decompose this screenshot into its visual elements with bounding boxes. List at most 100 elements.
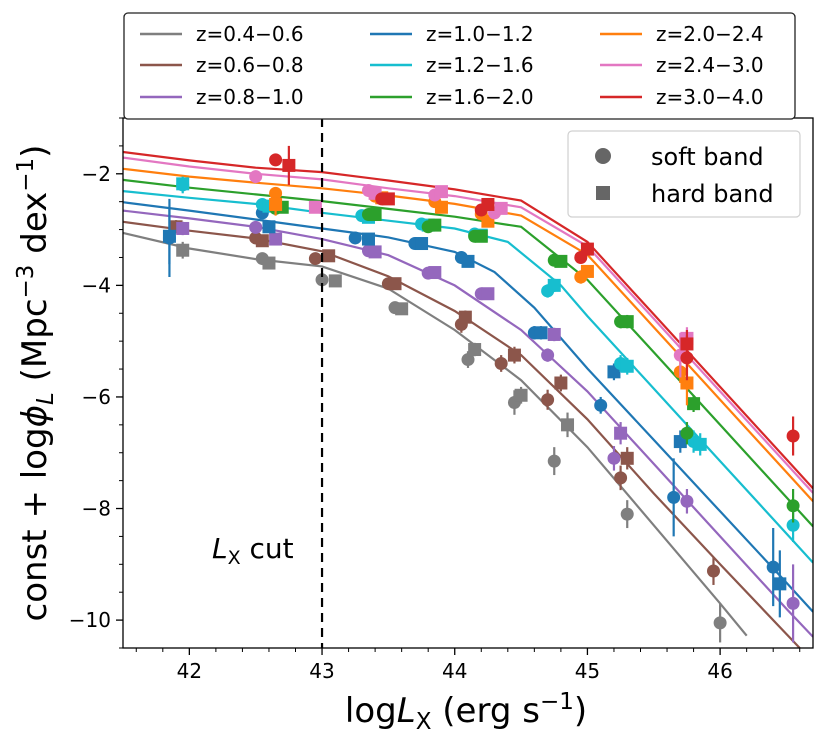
hard-point <box>458 310 472 324</box>
y-axis-title: const + logϕL (Mpc−3 dex−1) <box>13 145 59 622</box>
data-points <box>162 145 800 643</box>
soft-point <box>766 560 780 574</box>
hard-point <box>322 249 336 263</box>
soft-point <box>541 348 555 362</box>
hard-point <box>162 229 176 243</box>
hard-point <box>547 327 561 341</box>
hard-point <box>554 376 568 390</box>
hard-point <box>468 343 482 357</box>
hard-point <box>494 201 508 215</box>
soft-point <box>348 231 362 245</box>
hard-point <box>428 266 442 280</box>
hard-point <box>514 388 528 402</box>
y-tick-label: −2 <box>82 162 111 186</box>
curve-z=1.2−1.6 <box>123 190 813 564</box>
hard-point <box>481 197 495 211</box>
hard-point <box>620 359 634 373</box>
hard-point <box>481 287 495 301</box>
hard-point <box>534 326 548 340</box>
hard-point <box>773 577 787 591</box>
legend-label: z=1.0−1.2 <box>426 22 534 46</box>
soft-point <box>680 494 694 508</box>
legend-label: z=1.2−1.6 <box>426 53 534 77</box>
marker-legend-box <box>567 130 801 218</box>
legend-label: z=2.0−2.4 <box>656 22 764 46</box>
curve-z=0.8−1.0 <box>123 209 813 638</box>
soft-point <box>680 426 694 440</box>
soft-point <box>786 499 800 513</box>
soft-point <box>786 518 800 532</box>
legend-label: z=0.6−0.8 <box>196 53 304 77</box>
hard-point <box>547 278 561 292</box>
hard-point <box>474 229 488 243</box>
hard-point <box>262 256 276 270</box>
hard-point <box>368 245 382 259</box>
legend-label: z=0.8−1.0 <box>196 85 304 109</box>
hard-point <box>507 348 521 362</box>
hard-point <box>269 232 283 246</box>
x-tick-label: 46 <box>707 659 732 683</box>
hard-point <box>680 337 694 351</box>
soft-band-label: soft band <box>651 143 764 171</box>
soft-point <box>620 507 634 521</box>
hard-point <box>388 277 402 291</box>
soft-point <box>594 398 608 412</box>
soft-point <box>315 273 329 287</box>
legend-label: z=2.4−3.0 <box>656 53 764 77</box>
soft-point <box>308 252 322 266</box>
hard-point <box>255 234 269 248</box>
x-axis-title: logLX (erg s−1) <box>345 689 587 735</box>
x-axis-ticks: 42 43 44 45 46 <box>135 648 801 683</box>
hard-point <box>368 208 382 222</box>
hard-band-marker-icon <box>596 186 610 200</box>
hard-point <box>269 197 283 211</box>
x-tick-label: 42 <box>177 659 202 683</box>
hard-point <box>680 376 694 390</box>
hard-point <box>687 397 701 411</box>
soft-point <box>541 393 555 407</box>
legend-label: z=3.0−4.0 <box>656 85 764 109</box>
hard-point <box>282 158 296 172</box>
hard-point <box>328 274 342 288</box>
legend-label: z=0.4−0.6 <box>196 22 304 46</box>
curve-z=0.4−0.6 <box>123 231 748 637</box>
curve-z=3.0−4.0 <box>123 150 813 490</box>
hard-band-label: hard band <box>651 180 774 208</box>
marker-legend: soft band hard band <box>567 130 801 218</box>
hard-point <box>415 237 429 251</box>
soft-point <box>607 451 621 465</box>
lx-cut-label: LX cut <box>212 532 294 569</box>
x-tick-label: 43 <box>309 659 334 683</box>
soft-point <box>667 490 681 504</box>
soft-point <box>547 454 561 468</box>
hard-point <box>262 220 276 234</box>
hard-point <box>461 254 475 268</box>
soft-point <box>786 596 800 610</box>
x-tick-label: 44 <box>442 659 467 683</box>
y-axis-ticks: −10 −8 −6 −4 −2 <box>69 117 123 649</box>
hard-point <box>620 451 634 465</box>
hard-point <box>361 232 375 246</box>
hard-point <box>693 437 707 451</box>
soft-point <box>249 170 263 184</box>
hard-point <box>614 426 628 440</box>
curve-z=0.6−0.8 <box>123 220 801 648</box>
hard-point <box>395 302 409 316</box>
hard-point <box>580 242 594 256</box>
y-tick-label: −8 <box>82 497 111 521</box>
soft-band-marker-icon <box>595 148 611 164</box>
soft-point <box>461 353 475 367</box>
y-tick-label: −10 <box>69 608 111 632</box>
hard-point <box>554 254 568 268</box>
soft-point <box>713 616 727 630</box>
y-tick-label: −4 <box>82 273 111 297</box>
curve-z=1.0−1.2 <box>123 201 813 613</box>
soft-point <box>494 356 508 370</box>
y-tick-label: −6 <box>82 385 111 409</box>
series-legend: z=0.4−0.6 z=0.6−0.8 z=0.8−1.0 z=1.0−1.2 z=1.… <box>123 12 796 120</box>
hard-point <box>176 221 190 235</box>
hard-point <box>428 218 442 232</box>
series-legend-box <box>123 12 796 120</box>
hard-point <box>620 315 634 329</box>
